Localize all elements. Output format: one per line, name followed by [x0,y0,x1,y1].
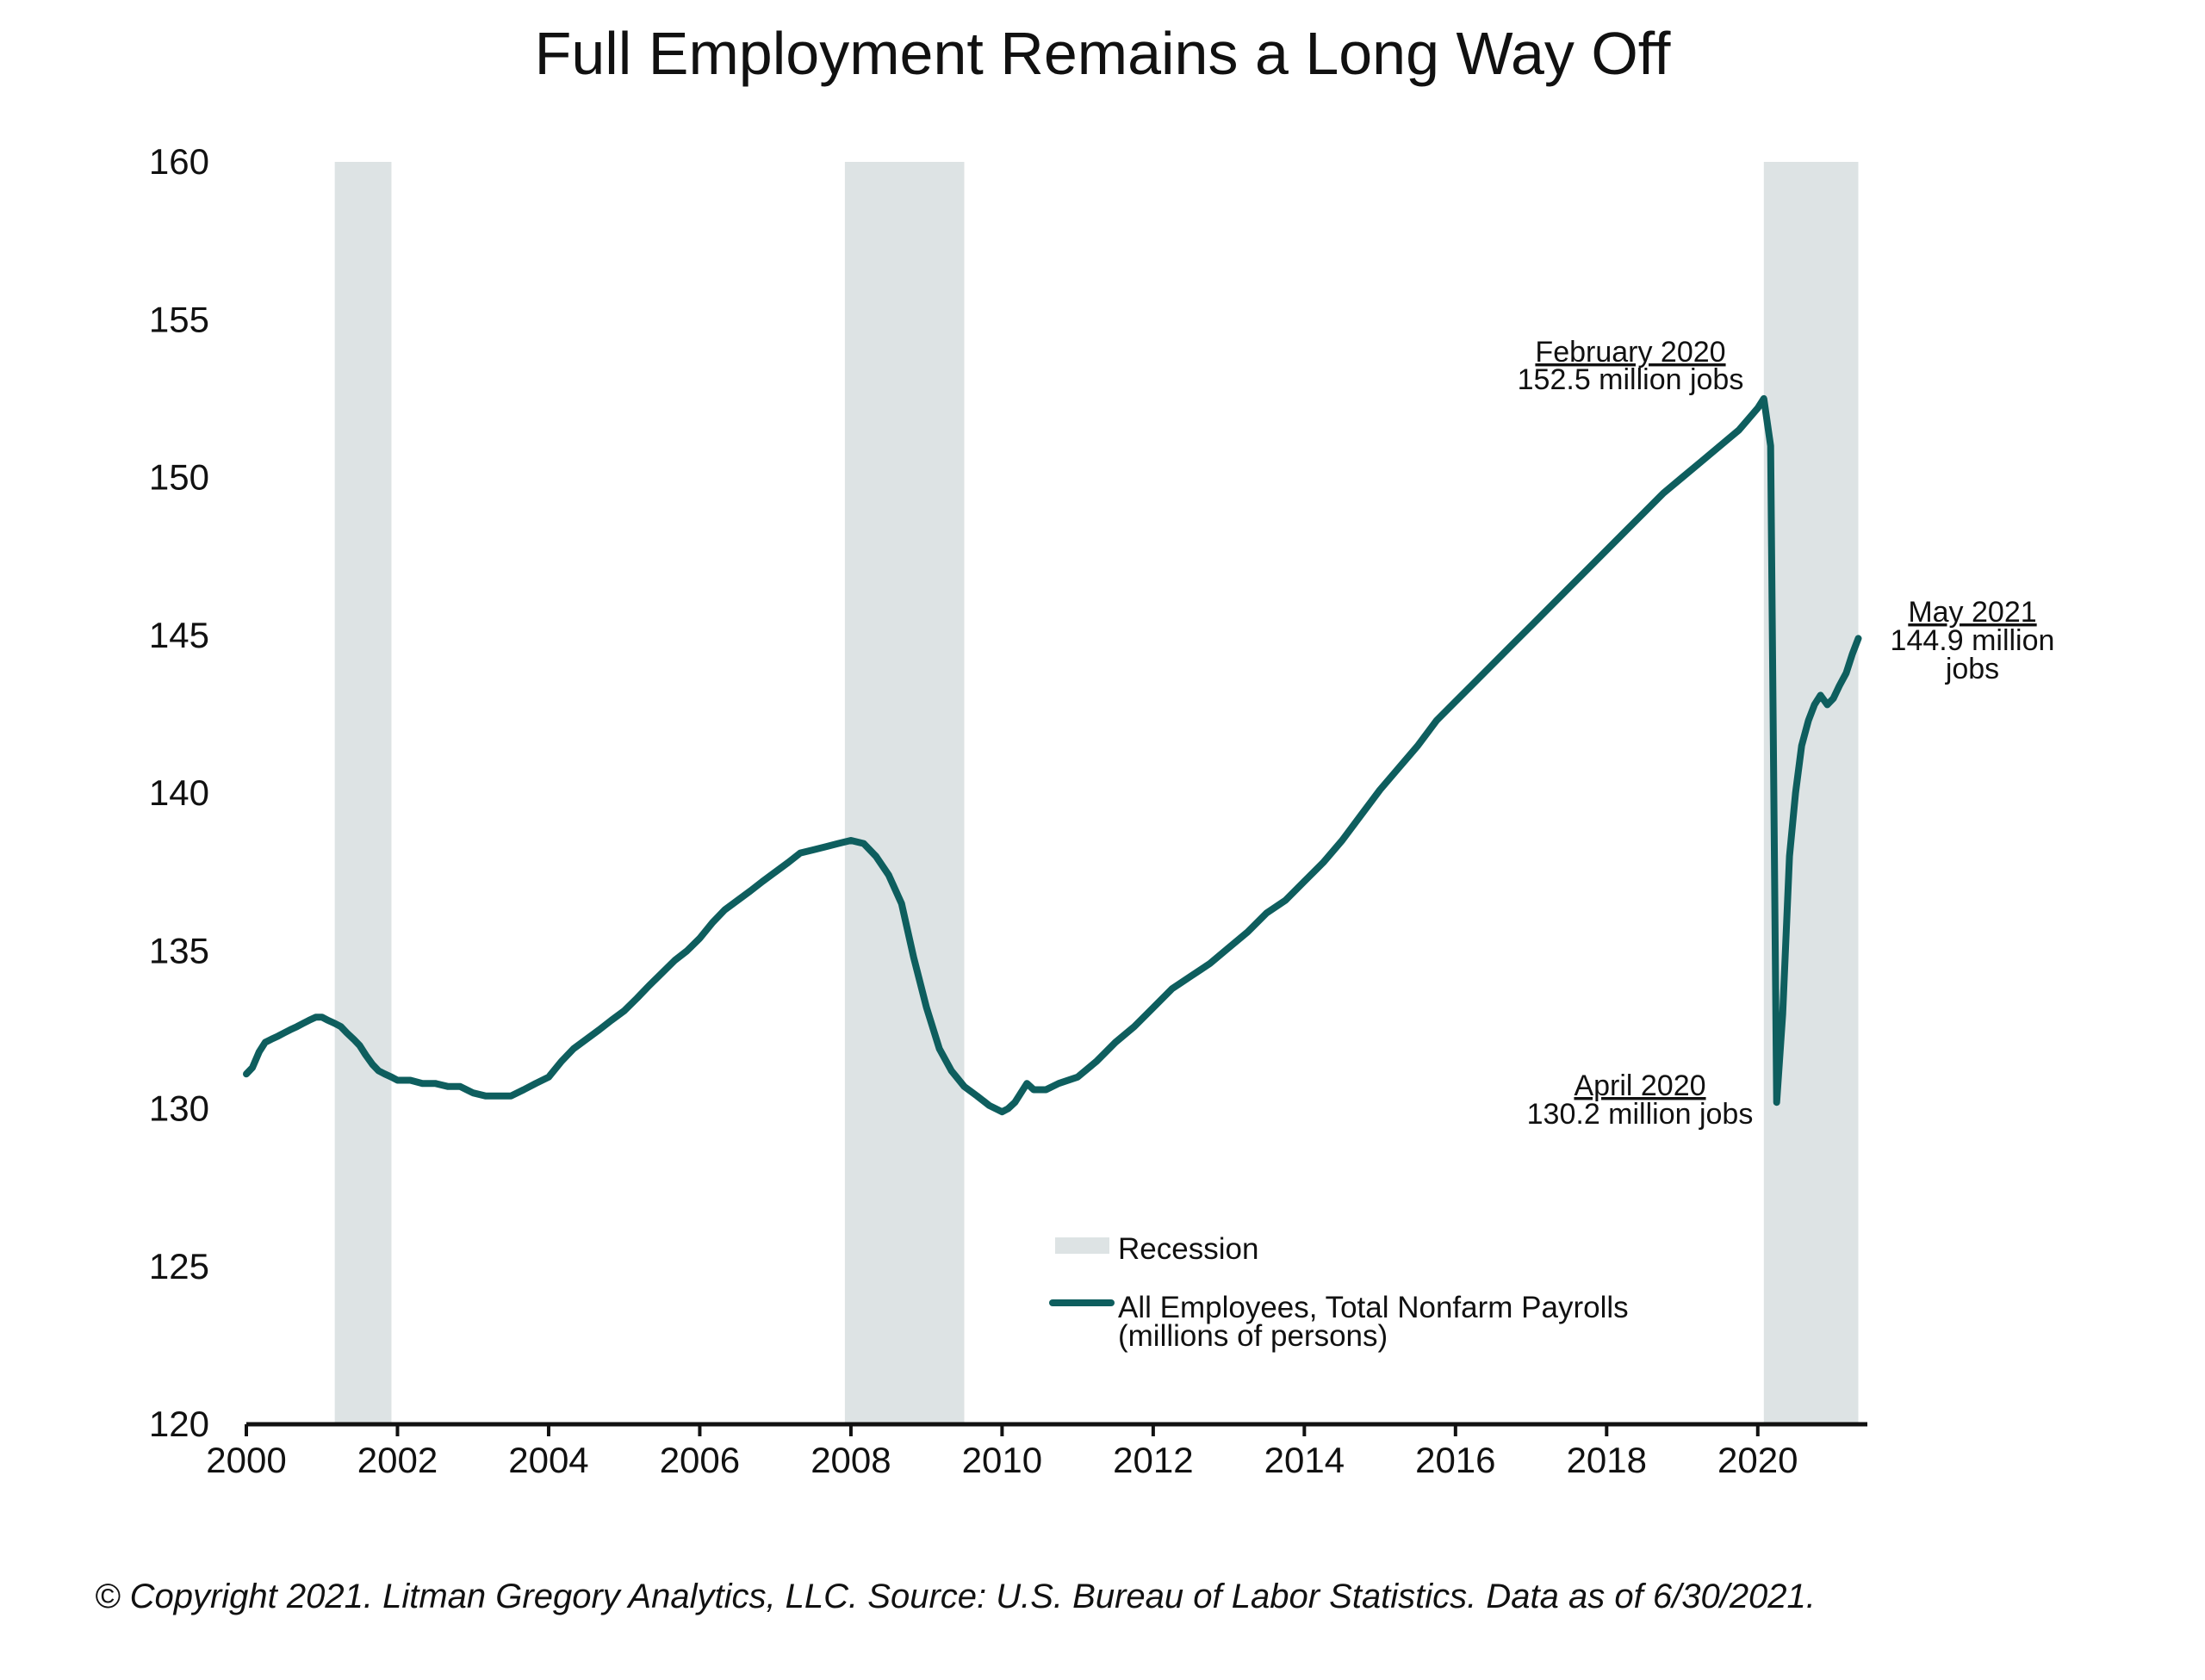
y-tick-label-125: 125 [149,1246,209,1286]
recession-band-3 [1763,162,1859,1424]
annotation-feb-2020: February 2020 152.5 million jobs [1518,336,1744,396]
x-tick-label-2006: 2006 [660,1440,740,1480]
y-tick-label-160: 160 [149,141,209,182]
footer-copyright: © Copyright 2021. Litman Gregory Analyti… [95,1578,1816,1615]
recession-bands [334,162,1859,1424]
annotation-may-2021-line3: jobs [1945,653,1999,685]
x-tick-label-2014: 2014 [1264,1440,1345,1480]
y-tick-label-155: 155 [149,299,209,339]
x-tick-label-2008: 2008 [811,1440,891,1480]
x-tick-label-2020: 2020 [1717,1440,1798,1480]
annotation-apr-2020: April 2020 130.2 million jobs [1527,1069,1754,1131]
chart-title: Full Employment Remains a Long Way Off [534,20,1671,87]
legend-recession-swatch [1055,1237,1109,1254]
legend-recession-label: Recession [1118,1232,1258,1266]
annotation-may-2021: May 2021 144.9 million jobs [1891,596,2055,685]
x-tick-label-2000: 2000 [206,1440,286,1480]
recession-band-2 [844,162,965,1424]
recession-band-1 [334,162,392,1424]
y-tick-label-120: 120 [149,1404,209,1444]
annotation-feb-2020-line1: February 2020 [1535,336,1725,369]
y-tick-label-130: 130 [149,1088,209,1129]
legend: Recession All Employees, Total Nonfarm P… [1049,1232,1629,1353]
y-tick-label-135: 135 [149,930,209,970]
x-tick-label-2004: 2004 [508,1440,588,1480]
y-tick-label-145: 145 [149,615,209,655]
legend-series-label-line2: (millions of persons) [1118,1319,1388,1353]
y-tick-label-140: 140 [149,772,209,813]
x-tick-label-2016: 2016 [1415,1440,1495,1480]
x-tick-label-2002: 2002 [357,1440,438,1480]
x-tick-label-2018: 2018 [1567,1440,1647,1480]
annotation-may-2021-line1: May 2021 [1908,596,2036,629]
y-tick-label-150: 150 [149,457,209,498]
annotation-apr-2020-line2: 130.2 million jobs [1527,1098,1754,1131]
x-tick-label-2010: 2010 [962,1440,1042,1480]
annotation-apr-2020-line1: April 2020 [1574,1069,1705,1102]
series-layer [243,394,1862,1116]
legend-series-label-line1: All Employees, Total Nonfarm Payrolls [1118,1291,1629,1324]
x-tick-label-2012: 2012 [1113,1440,1193,1480]
series-line-nonfarm-payrolls [243,394,1862,1116]
annotation-feb-2020-line2: 152.5 million jobs [1518,363,1744,396]
annotation-may-2021-line2: 144.9 million [1891,624,2055,657]
